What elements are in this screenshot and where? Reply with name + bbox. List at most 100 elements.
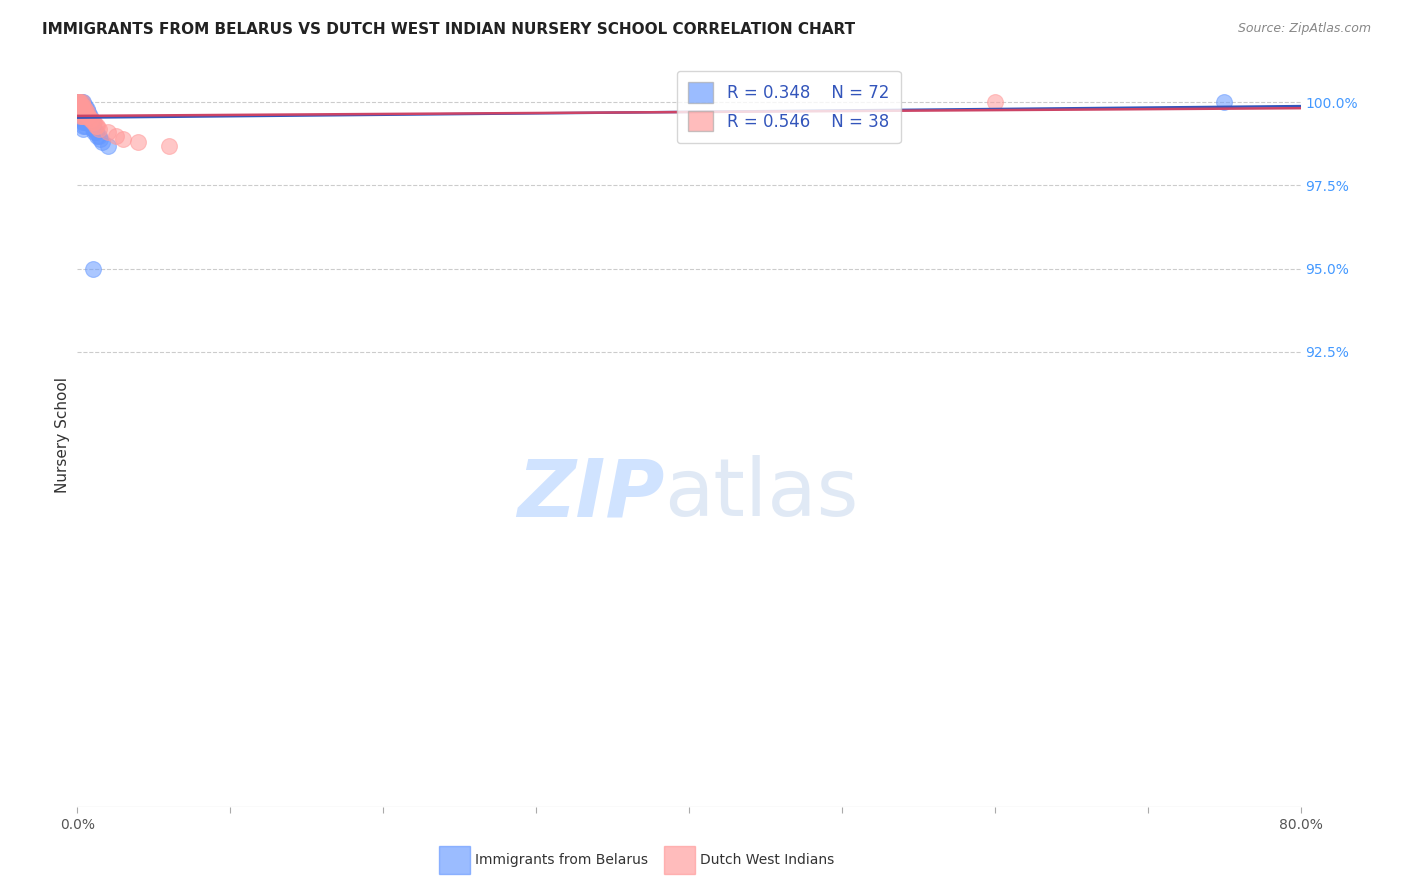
Point	[84, 125, 107, 139]
Point	[157, 138, 180, 153]
Point	[73, 102, 96, 116]
Point	[69, 105, 91, 120]
Point	[72, 102, 94, 116]
Point	[97, 125, 120, 139]
Point	[79, 112, 101, 126]
Point	[128, 135, 150, 149]
Point	[77, 105, 100, 120]
Point	[87, 122, 110, 136]
Point	[73, 112, 96, 126]
Point	[70, 98, 93, 112]
Point	[76, 112, 98, 126]
Point	[76, 109, 98, 123]
Point	[70, 98, 93, 112]
Point	[73, 105, 96, 120]
Point	[69, 98, 91, 112]
Text: Source: ZipAtlas.com: Source: ZipAtlas.com	[1237, 22, 1371, 36]
Point	[67, 98, 90, 112]
Point	[72, 105, 94, 120]
Point	[89, 132, 111, 146]
Point	[66, 95, 89, 110]
Point	[73, 115, 96, 129]
Point	[67, 95, 90, 110]
Point	[69, 98, 91, 112]
Point	[1213, 95, 1236, 110]
Point	[70, 105, 93, 120]
Point	[79, 115, 101, 129]
Point	[72, 115, 94, 129]
Point	[67, 98, 90, 112]
Point	[72, 119, 94, 133]
Point	[69, 109, 91, 123]
Point	[104, 128, 127, 143]
Point	[86, 128, 108, 143]
Point	[77, 112, 100, 126]
Point	[82, 119, 104, 133]
Point	[73, 109, 96, 123]
Point	[67, 98, 90, 112]
Point	[80, 112, 103, 126]
Point	[82, 115, 104, 129]
Point	[77, 109, 100, 123]
Point	[70, 105, 93, 120]
Point	[69, 105, 91, 120]
Point	[72, 98, 94, 112]
Point	[73, 105, 96, 120]
Point	[76, 105, 98, 120]
Point	[72, 102, 94, 116]
Point	[76, 109, 98, 123]
Point	[73, 119, 96, 133]
Point	[69, 98, 91, 112]
Point	[73, 102, 96, 116]
Point	[70, 102, 93, 116]
Point	[70, 109, 93, 123]
Point	[82, 122, 104, 136]
Point	[72, 112, 94, 126]
Point	[66, 95, 89, 110]
Y-axis label: Nursery School: Nursery School	[55, 376, 70, 493]
Point	[86, 119, 108, 133]
Point	[67, 95, 90, 110]
Legend: R = 0.348    N = 72, R = 0.546    N = 38: R = 0.348 N = 72, R = 0.546 N = 38	[676, 70, 901, 143]
Point	[69, 95, 91, 110]
Text: Immigrants from Belarus: Immigrants from Belarus	[475, 853, 648, 867]
Point	[83, 125, 105, 139]
Point	[67, 95, 90, 110]
Point	[70, 98, 93, 112]
Point	[69, 109, 91, 123]
Point	[70, 109, 93, 123]
Point	[79, 109, 101, 123]
Point	[70, 105, 93, 120]
Point	[76, 102, 98, 116]
Point	[83, 115, 105, 129]
Point	[73, 98, 96, 112]
Point	[67, 95, 90, 110]
Point	[72, 109, 94, 123]
Point	[67, 102, 90, 116]
Point	[87, 128, 110, 143]
Point	[76, 105, 98, 120]
Point	[112, 132, 135, 146]
Point	[72, 122, 94, 136]
Point	[69, 102, 91, 116]
Point	[83, 122, 105, 136]
Text: atlas: atlas	[665, 456, 859, 533]
Point	[69, 102, 91, 116]
Point	[70, 102, 93, 116]
Point	[67, 98, 90, 112]
Point	[90, 135, 112, 149]
Text: IMMIGRANTS FROM BELARUS VS DUTCH WEST INDIAN NURSERY SCHOOL CORRELATION CHART: IMMIGRANTS FROM BELARUS VS DUTCH WEST IN…	[42, 22, 855, 37]
Point	[82, 115, 104, 129]
Text: Dutch West Indians: Dutch West Indians	[700, 853, 834, 867]
Point	[69, 109, 91, 123]
Point	[69, 102, 91, 116]
Point	[70, 95, 93, 110]
Point	[69, 95, 91, 110]
Point	[82, 261, 104, 276]
Point	[67, 95, 90, 110]
Point	[72, 95, 94, 110]
Point	[72, 98, 94, 112]
Point	[79, 112, 101, 126]
Point	[70, 102, 93, 116]
Point	[67, 102, 90, 116]
